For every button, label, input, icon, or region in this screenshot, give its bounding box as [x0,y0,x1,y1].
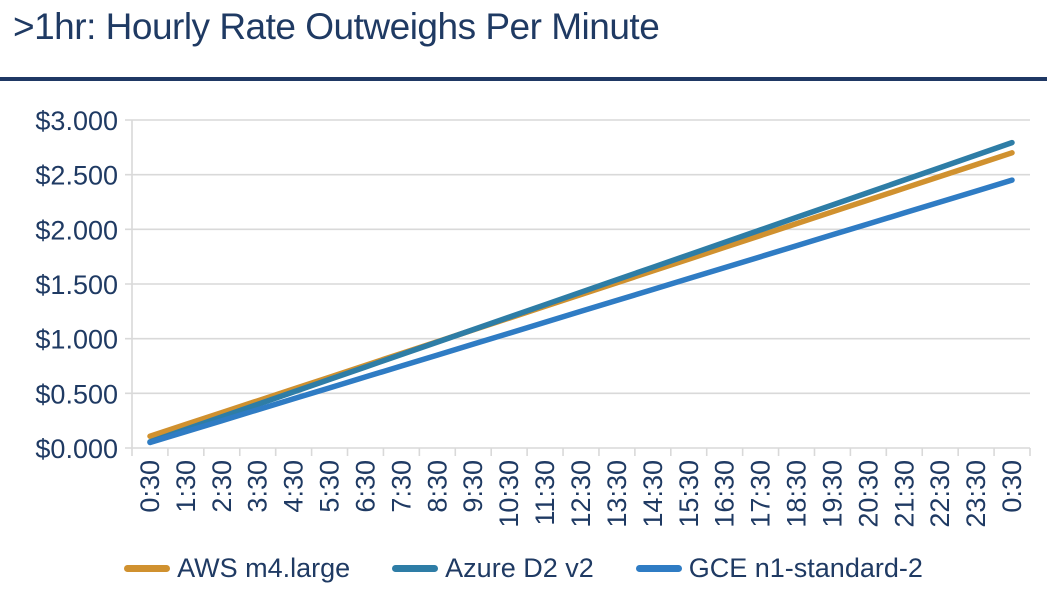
x-tick-label: 18:30 [782,460,812,528]
x-tick-label: 23:30 [961,460,991,528]
x-tick-label: 0:30 [997,460,1027,513]
legend-item-gce-n1-standard-2: GCE n1-standard-2 [635,553,923,584]
legend-marker-icon [124,565,171,572]
x-tick-label: 4:30 [279,460,309,513]
x-tick-label: 10:30 [494,460,524,528]
legend-marker-icon [392,565,439,572]
x-tick-label: 12:30 [566,460,596,528]
x-tick-label: 17:30 [746,460,776,528]
x-tick-label: 6:30 [350,460,380,513]
x-tick-label: 15:30 [674,460,704,528]
legend-item-aws-m4-large: AWS m4.large [124,553,350,584]
y-tick-label: $3.000 [35,106,118,136]
x-tick-label: 19:30 [817,460,847,528]
x-tick-label: 2:30 [207,460,237,513]
x-tick-label: 14:30 [638,460,668,528]
y-tick-label: $2.000 [35,215,118,245]
legend-marker-icon [635,565,682,572]
x-tick-label: 21:30 [889,460,919,528]
y-tick-label: $1.000 [35,325,118,355]
x-tick-label: 0:30 [135,460,165,513]
legend-label: AWS m4.large [177,553,351,583]
x-tick-label: 3:30 [243,460,273,513]
y-tick-label: $2.500 [35,161,118,191]
x-tick-label: 20:30 [853,460,883,528]
page-title: >1hr: Hourly Rate Outweighs Per Minute [13,6,660,47]
chart-legend: AWS m4.large Azure D2 v2 GCE n1-standard-2 [0,553,1047,584]
x-tick-label: 22:30 [925,460,955,528]
x-tick-label: 1:30 [171,460,201,513]
x-tick-label: 16:30 [710,460,740,528]
y-tick-label: $0.500 [35,379,118,409]
x-tick-label: 8:30 [422,460,452,513]
x-tick-label: 5:30 [315,460,345,513]
x-tick-label: 11:30 [530,460,560,526]
y-tick-label: $1.500 [35,270,118,300]
legend-item-azure-d2-v2: Azure D2 v2 [392,553,594,584]
x-tick-label: 7:30 [386,460,416,513]
x-tick-label: 13:30 [602,460,632,528]
x-tick-label: 9:30 [458,460,488,513]
legend-label: Azure D2 v2 [445,553,594,583]
legend-label: GCE n1-standard-2 [688,553,923,583]
title-divider [0,77,1047,81]
series-line-gce-n1-standard-2 [147,177,1015,446]
series-line-azure-d2-v2 [147,139,1015,445]
y-tick-label: $0.000 [35,434,118,464]
